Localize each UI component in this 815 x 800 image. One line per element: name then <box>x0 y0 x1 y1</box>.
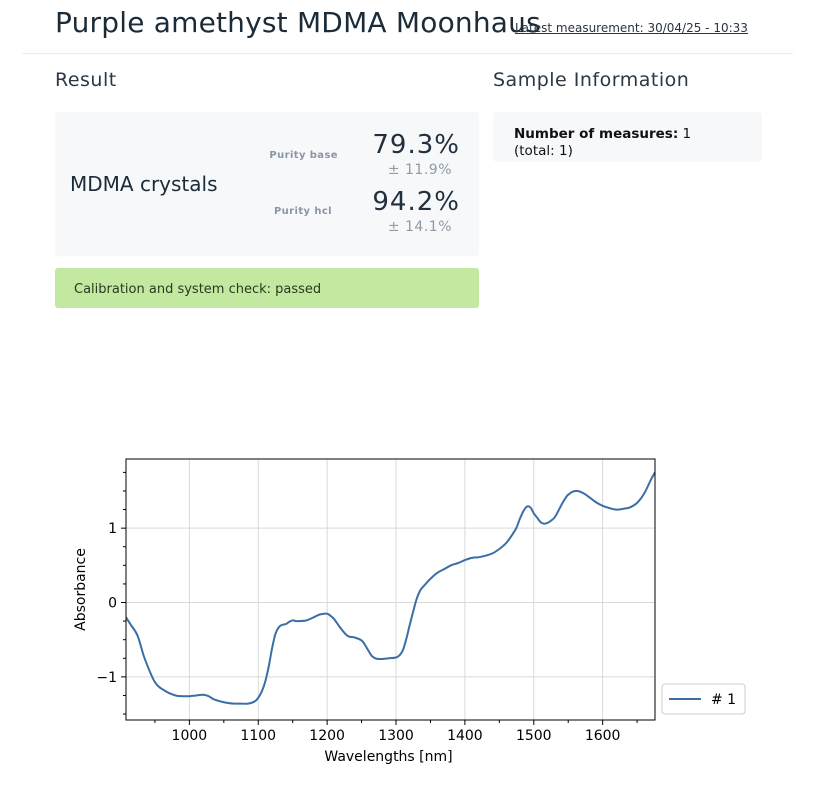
page-header: Purple amethyst MDMA Moonhaus Latest mea… <box>55 6 775 46</box>
result-card: MDMA crystals Purity base 79.3% ± 11.9% … <box>55 112 479 256</box>
x-axis-label: Wavelengths [nm] <box>324 749 452 765</box>
measures-value: 1 <box>682 126 692 142</box>
y-tick-label: −1 <box>96 670 117 686</box>
purity-base-error: ± 11.9% <box>387 162 452 178</box>
measures-total: (total: 1) <box>514 143 573 159</box>
x-tick-label: 1200 <box>309 728 345 744</box>
calibration-status-text: Calibration and system check: passed <box>74 282 322 297</box>
x-tick-label: 1000 <box>172 728 208 744</box>
purity-hcl-value: 94.2% <box>372 187 460 217</box>
header-divider <box>22 53 793 54</box>
series-line <box>126 471 655 705</box>
y-tick-label: 0 <box>108 596 117 612</box>
sample-info-card: Number of measures: 1 (total: 1) <box>493 112 762 162</box>
y-axis-label: Absorbance <box>73 548 89 631</box>
x-tick-label: 1300 <box>378 728 414 744</box>
purity-base-value: 79.3% <box>372 130 460 160</box>
purity-hcl-error: ± 14.1% <box>387 219 452 235</box>
legend-label: # 1 <box>711 692 736 708</box>
x-tick-label: 1400 <box>447 728 483 744</box>
absorbance-chart: 1000 1100 1200 1300 1400 1500 1600 −1 0 1 Waveleng… <box>73 458 746 765</box>
measures-label: Number of measures: <box>514 126 679 142</box>
calibration-status-banner: Calibration and system check: passed <box>55 268 479 308</box>
product-name: MDMA crystals <box>70 172 218 196</box>
latest-measurement-link[interactable]: Latest measurement: 30/04/25 - 10:33 <box>515 21 748 35</box>
result-section-title: Result <box>55 69 117 91</box>
plot-frame <box>125 458 656 721</box>
sample-info-section-title: Sample Information <box>493 69 690 91</box>
y-tick-label: 1 <box>108 521 117 537</box>
legend-box <box>661 683 746 715</box>
x-tick-label: 1600 <box>585 728 621 744</box>
purity-hcl-label: Purity hcl <box>273 206 332 217</box>
x-tick-label: 1500 <box>516 728 552 744</box>
page-title: Purple amethyst MDMA Moonhaus <box>55 6 541 39</box>
purity-base-label: Purity base <box>269 150 338 161</box>
measures-line: Number of measures: 1 <box>514 126 691 142</box>
x-tick-label: 1100 <box>240 728 276 744</box>
